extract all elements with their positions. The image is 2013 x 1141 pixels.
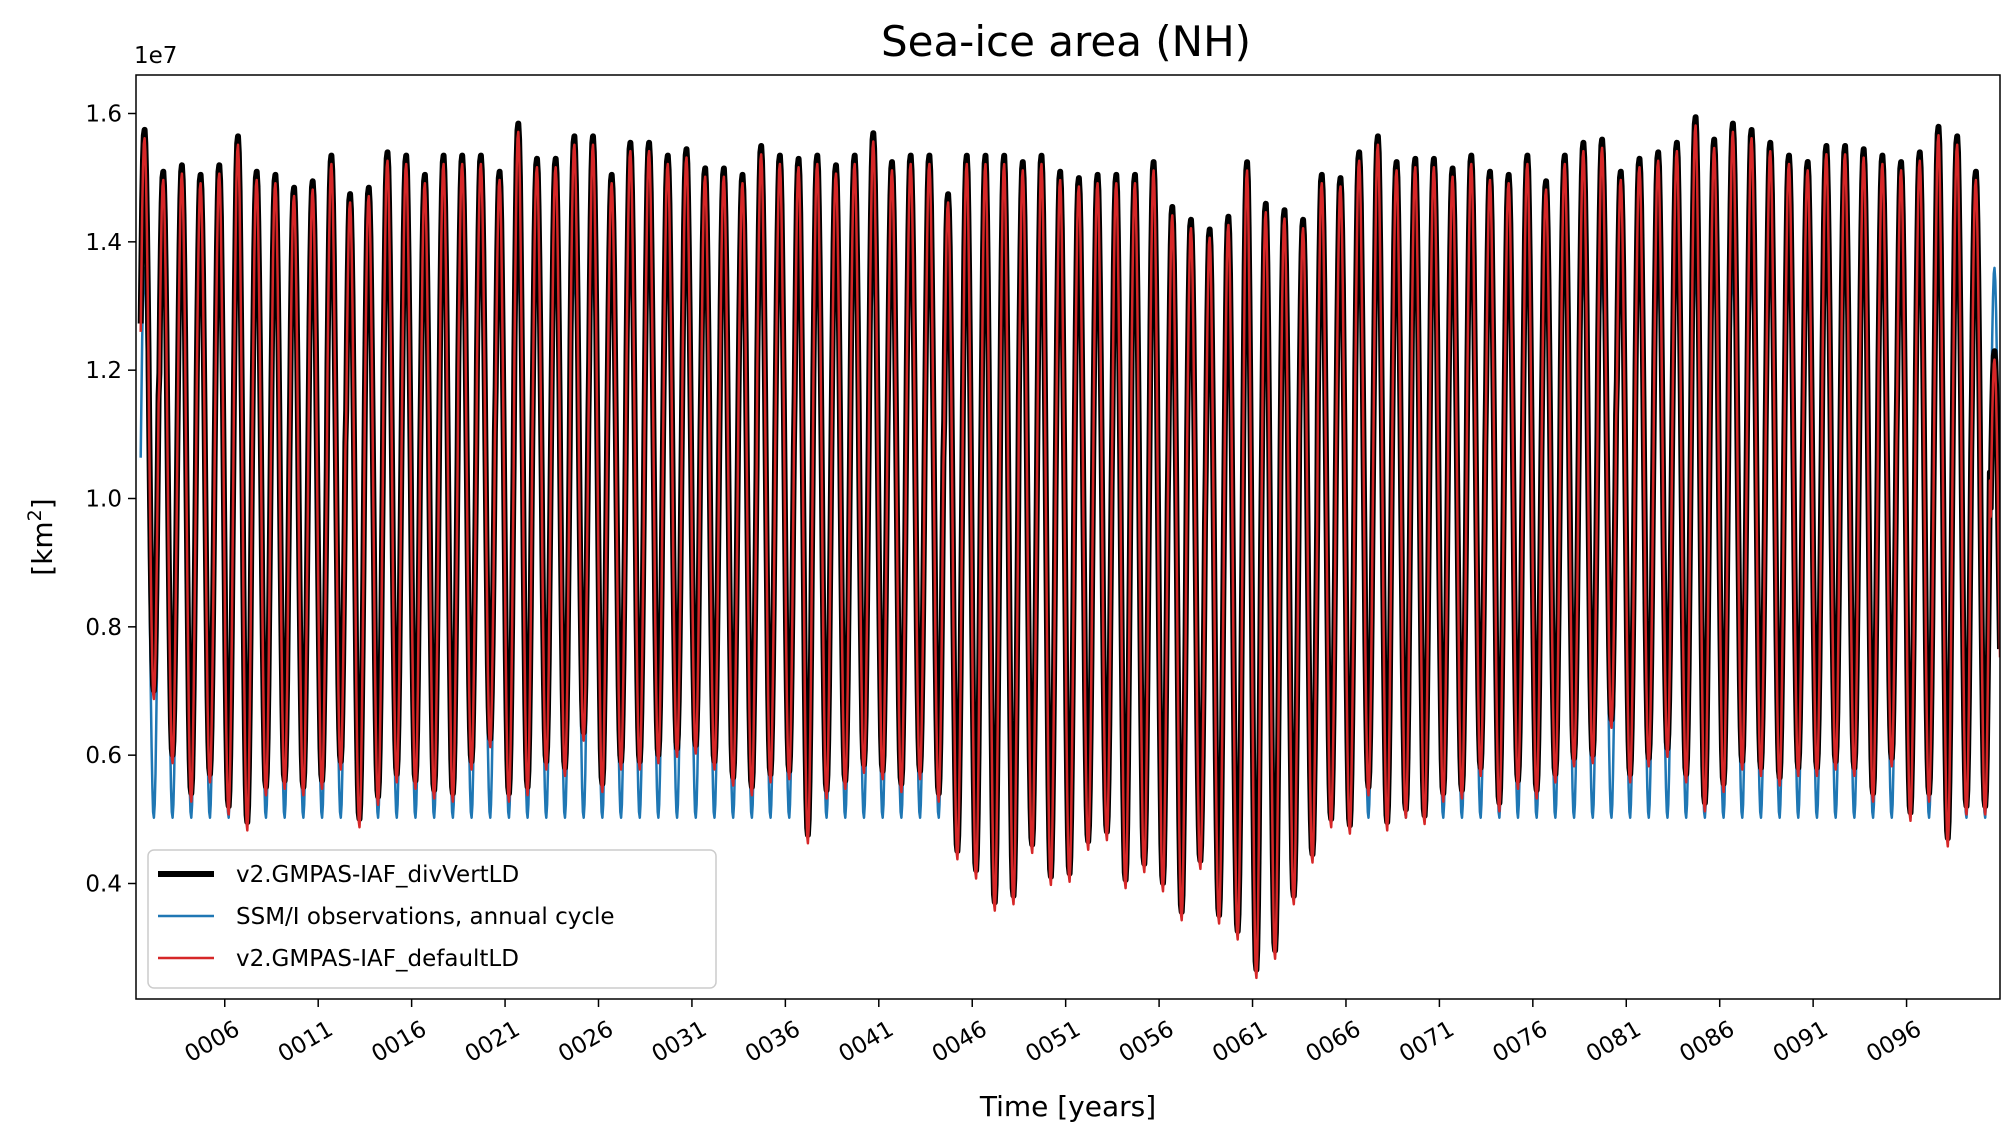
series-line-defaultLD — [139, 124, 2000, 980]
y-tick-label: 0.4 — [85, 872, 122, 898]
y-axis-label: [km2] — [24, 498, 59, 575]
legend-label-divVertLD: v2.GMPAS-IAF_divVertLD — [236, 862, 519, 888]
y-tick-label: 0.8 — [85, 615, 122, 641]
y-axis: 0.4 0.6 0.8 1.0 1.2 1.4 1.6 — [85, 102, 136, 898]
y-axis-label-superscript: 2 — [24, 509, 46, 521]
y-axis-label-close: ] — [26, 498, 59, 509]
x-axis-label: Time [years] — [979, 1090, 1156, 1123]
legend: v2.GMPAS-IAF_divVertLD SSM/I observation… — [147, 849, 717, 989]
legend-label-ssmi: SSM/I observations, annual cycle — [236, 904, 615, 930]
y-offset-text: 1e7 — [134, 43, 177, 69]
y-tick-label: 0.6 — [85, 743, 122, 769]
legend-box — [147, 849, 717, 989]
legend-label-defaultLD: v2.GMPAS-IAF_defaultLD — [236, 946, 519, 972]
y-axis-label-base: [km — [26, 521, 59, 575]
series-layer — [137, 114, 2000, 980]
y-tick-label: 1.6 — [85, 102, 122, 128]
plot-frame — [135, 74, 2001, 1000]
y-tick-label: 1.4 — [85, 230, 122, 256]
y-tick-label: 1.0 — [85, 487, 122, 513]
y-tick-label: 1.2 — [85, 358, 122, 384]
chart-title: Sea-ice area (NH) — [881, 17, 1251, 66]
